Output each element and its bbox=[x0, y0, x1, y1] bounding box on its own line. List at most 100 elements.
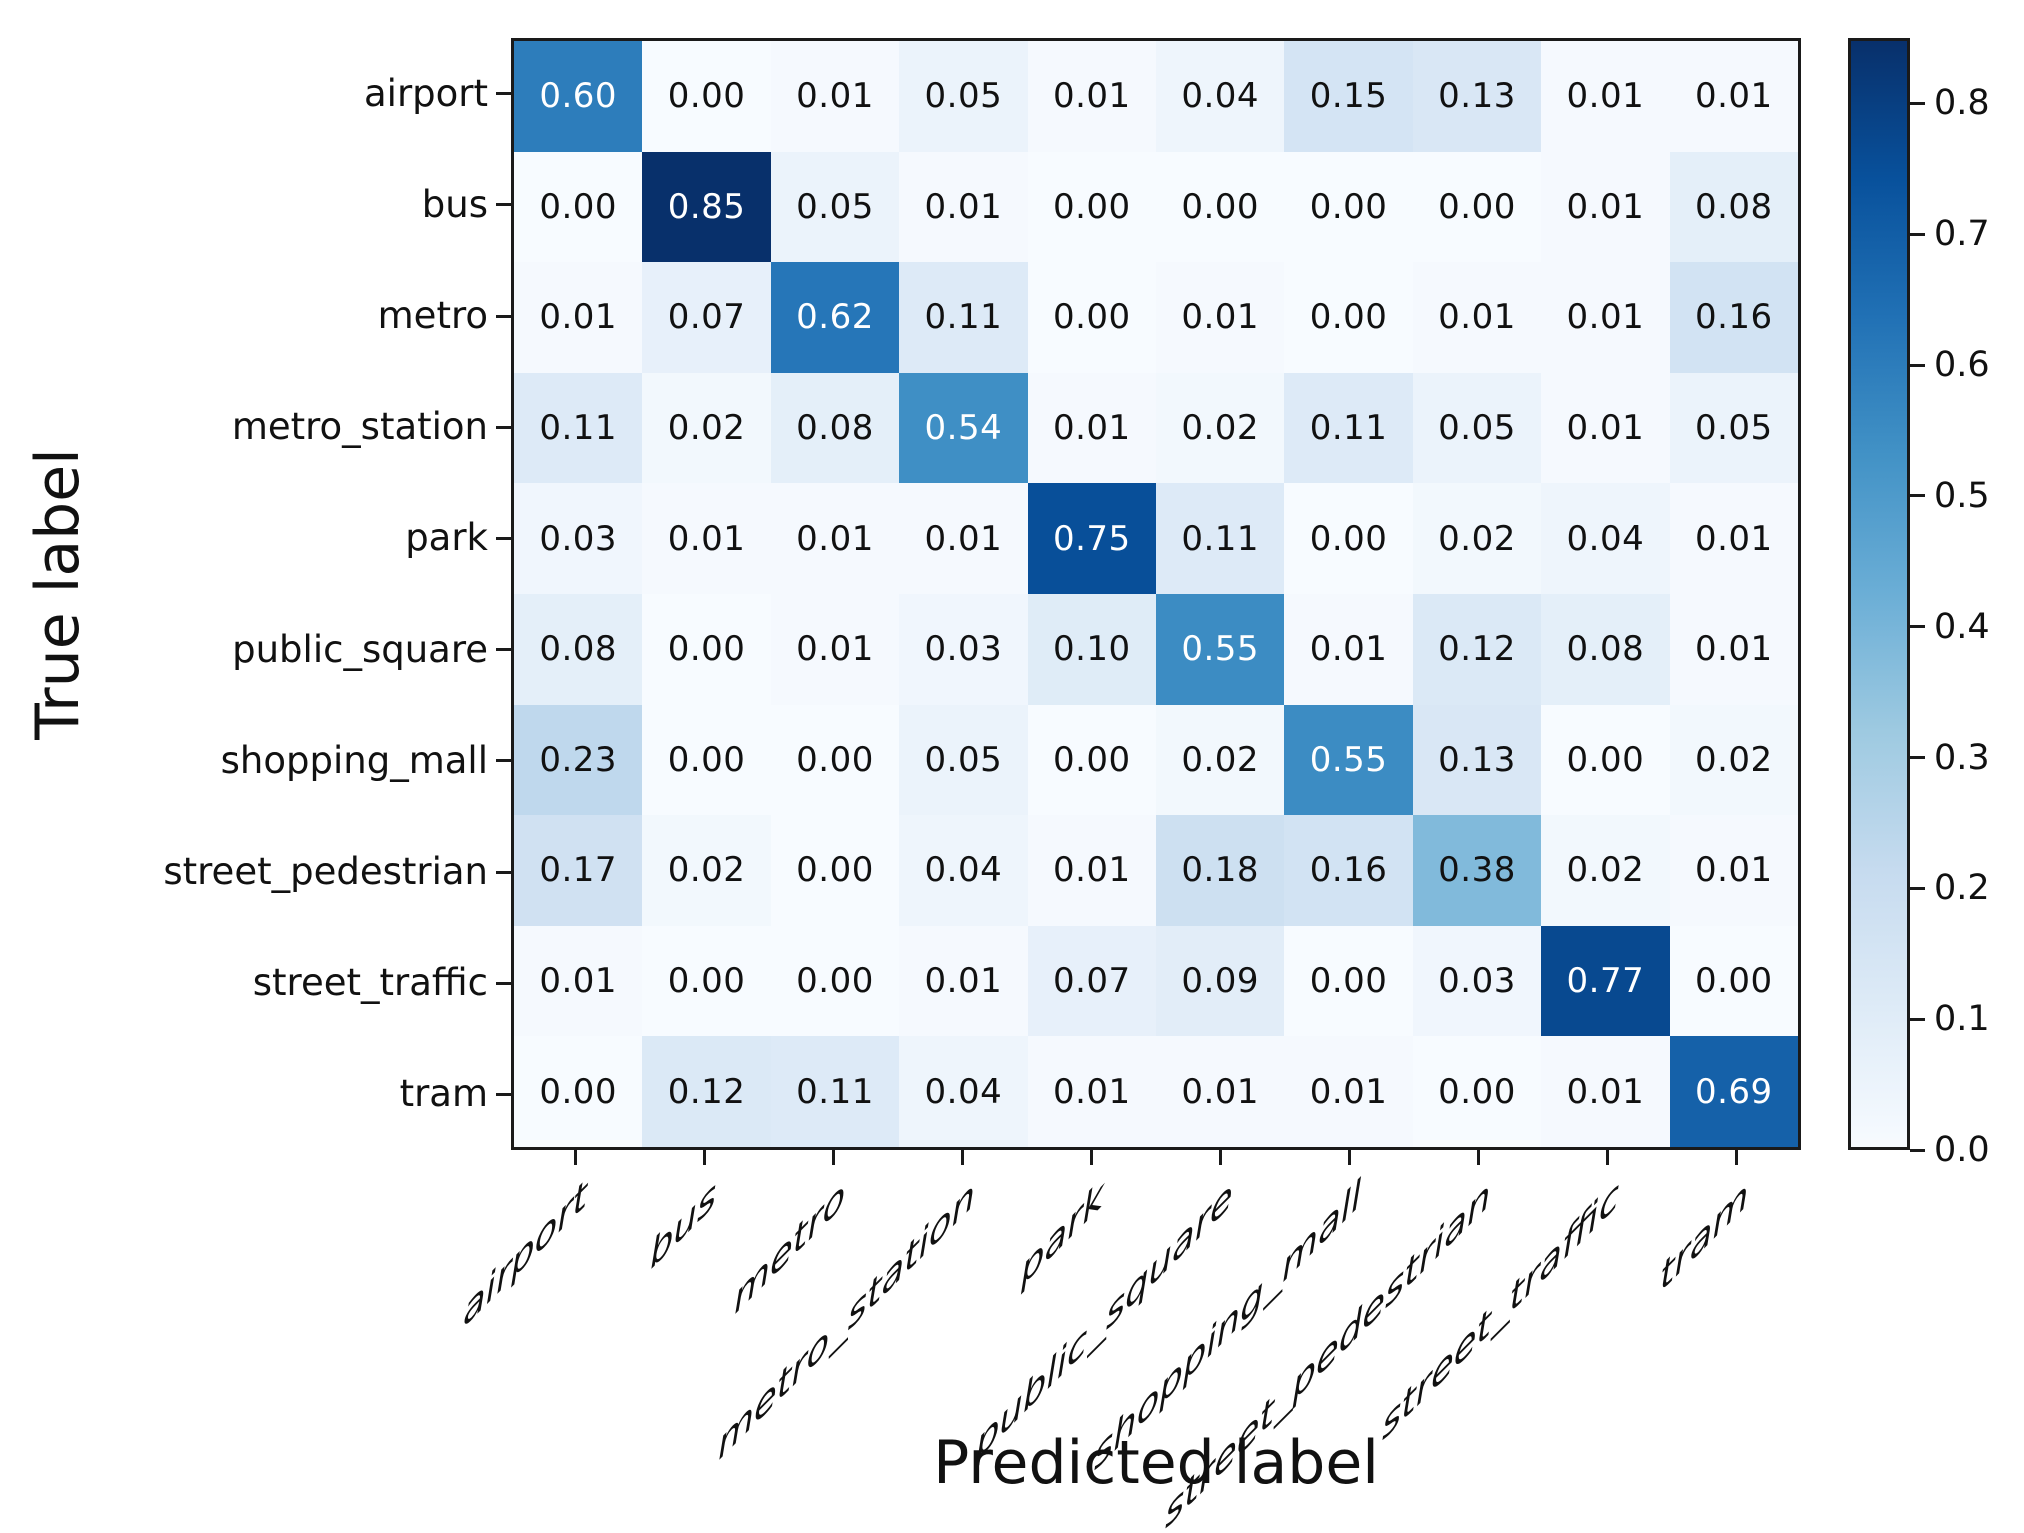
heatmap-cell: 0.00 bbox=[514, 151, 643, 263]
heatmap-cell: 0.01 bbox=[1541, 151, 1670, 263]
colorbar-tick-label: 0.6 bbox=[1934, 345, 1990, 386]
heatmap-cell: 0.12 bbox=[1412, 594, 1542, 705]
colorbar bbox=[1848, 38, 1910, 1150]
heatmap-cell: 0.01 bbox=[642, 483, 771, 594]
heatmap-cell: 0.38 bbox=[1412, 815, 1542, 926]
heatmap-cell: 0.85 bbox=[642, 151, 771, 263]
heatmap-cell: 0.00 bbox=[1412, 151, 1542, 263]
heatmap-cell: 0.01 bbox=[1541, 1036, 1670, 1147]
colorbar-tick-mark bbox=[1910, 232, 1925, 236]
y-tick-label: tram bbox=[399, 1072, 488, 1116]
y-tick-mark bbox=[496, 203, 511, 207]
heatmap-cell: 0.04 bbox=[1156, 41, 1285, 152]
heatmap-cell: 0.11 bbox=[770, 1036, 900, 1147]
heatmap-cell: 0.00 bbox=[770, 815, 900, 926]
y-axis-title: True label bbox=[23, 448, 93, 740]
heatmap-cell: 0.01 bbox=[899, 151, 1028, 263]
x-tick-label: metro bbox=[734, 1170, 846, 1325]
heatmap-cell: 0.01 bbox=[1284, 594, 1413, 705]
colorbar-tick-mark bbox=[1910, 1148, 1925, 1152]
heatmap-cell: 0.11 bbox=[514, 372, 643, 484]
heatmap-cell: 0.05 bbox=[770, 151, 900, 263]
y-tick-label: shopping_mall bbox=[220, 738, 488, 782]
heatmap-cell: 0.00 bbox=[1284, 262, 1413, 373]
heatmap-cell: 0.11 bbox=[1284, 372, 1413, 484]
heatmap-cell: 0.10 bbox=[1027, 594, 1156, 705]
heatmap-cell: 0.55 bbox=[1284, 704, 1413, 816]
heatmap-cell: 0.00 bbox=[514, 1036, 643, 1147]
heatmap-cell: 0.01 bbox=[1669, 815, 1798, 926]
heatmap-cell: 0.08 bbox=[514, 594, 643, 705]
heatmap-cell: 0.01 bbox=[770, 483, 900, 594]
heatmap-cell: 0.11 bbox=[899, 262, 1028, 373]
x-tick-mark bbox=[832, 1150, 835, 1165]
heatmap-cell: 0.00 bbox=[642, 925, 771, 1037]
heatmap-cell: 0.01 bbox=[770, 594, 900, 705]
heatmap-cell: 0.13 bbox=[1412, 41, 1542, 152]
x-tick-mark bbox=[574, 1150, 577, 1165]
y-tick-mark bbox=[496, 425, 511, 429]
colorbar-tick-label: 0.5 bbox=[1934, 475, 1990, 516]
colorbar-tick-label: 0.1 bbox=[1934, 999, 1990, 1040]
y-tick-mark bbox=[496, 92, 511, 96]
x-tick-label: tram bbox=[1660, 1170, 1749, 1302]
heatmap-cell: 0.16 bbox=[1284, 815, 1413, 926]
heatmap-cell: 0.02 bbox=[1669, 704, 1798, 816]
y-tick-mark bbox=[496, 981, 511, 985]
x-tick-mark bbox=[1219, 1150, 1222, 1165]
heatmap-cell: 0.01 bbox=[514, 262, 643, 373]
heatmap-cell: 0.08 bbox=[1541, 594, 1670, 705]
colorbar-tick-label: 0.0 bbox=[1934, 1130, 1990, 1170]
heatmap-cell: 0.16 bbox=[1669, 262, 1798, 373]
heatmap-cell: 0.00 bbox=[1284, 483, 1413, 594]
heatmap-cell: 0.01 bbox=[1156, 1036, 1285, 1147]
heatmap-cell: 0.08 bbox=[1669, 151, 1798, 263]
y-tick-label: street_pedestrian bbox=[163, 850, 488, 893]
heatmap-cell: 0.02 bbox=[1156, 372, 1285, 484]
heatmap-cell: 0.12 bbox=[642, 1036, 771, 1147]
heatmap-cell: 0.01 bbox=[1669, 594, 1798, 705]
heatmap-cell: 0.75 bbox=[1027, 483, 1156, 594]
y-tick-label: street_traffic bbox=[252, 961, 488, 1005]
heatmap-cell: 0.03 bbox=[514, 483, 643, 594]
heatmap-cell: 0.01 bbox=[1541, 262, 1670, 373]
heatmap-cell: 0.77 bbox=[1541, 925, 1670, 1037]
heatmap-cell: 0.00 bbox=[1284, 151, 1413, 263]
heatmap-cell: 0.62 bbox=[770, 262, 900, 373]
heatmap-cell: 0.02 bbox=[1412, 483, 1542, 594]
heatmap-cell: 0.03 bbox=[899, 594, 1028, 705]
heatmap-cell: 0.60 bbox=[514, 41, 643, 152]
x-tick-mark bbox=[961, 1150, 964, 1165]
heatmap-cell: 0.02 bbox=[1156, 704, 1285, 816]
colorbar-tick-mark bbox=[1910, 756, 1925, 760]
colorbar-tick-label: 0.4 bbox=[1934, 606, 1990, 647]
y-tick-mark bbox=[496, 536, 511, 540]
x-tick-label: airport bbox=[463, 1170, 588, 1338]
heatmap-cell: 0.09 bbox=[1156, 925, 1285, 1037]
colorbar-tick-mark bbox=[1910, 101, 1925, 105]
y-tick-mark bbox=[496, 1092, 511, 1096]
heatmap-cell: 0.01 bbox=[1027, 372, 1156, 484]
heatmap-cell: 0.05 bbox=[1412, 372, 1542, 484]
colorbar-tick-mark bbox=[1910, 625, 1925, 629]
y-tick-label: public_square bbox=[232, 627, 488, 671]
heatmap-cell: 0.00 bbox=[770, 704, 900, 816]
heatmap-cell: 0.04 bbox=[1541, 483, 1670, 594]
colorbar-tick-mark bbox=[1910, 363, 1925, 367]
heatmap-cell: 0.00 bbox=[642, 41, 771, 152]
y-tick-label: park bbox=[405, 516, 488, 560]
heatmap-cell: 0.15 bbox=[1284, 41, 1413, 152]
colorbar-tick-mark bbox=[1910, 494, 1925, 498]
heatmap-cell: 0.23 bbox=[514, 704, 643, 816]
heatmap-cell: 0.54 bbox=[899, 372, 1028, 484]
heatmap-cell: 0.00 bbox=[1027, 704, 1156, 816]
heatmap-cell: 0.11 bbox=[1156, 483, 1285, 594]
colorbar-tick-label: 0.2 bbox=[1934, 868, 1990, 909]
heatmap-cell: 0.05 bbox=[1669, 372, 1798, 484]
heatmap-cell: 0.01 bbox=[1027, 815, 1156, 926]
heatmap-cell: 0.01 bbox=[1156, 262, 1285, 373]
heatmap-cell: 0.00 bbox=[1284, 925, 1413, 1037]
heatmap-cell: 0.07 bbox=[1027, 925, 1156, 1037]
heatmap-cell: 0.05 bbox=[899, 704, 1028, 816]
